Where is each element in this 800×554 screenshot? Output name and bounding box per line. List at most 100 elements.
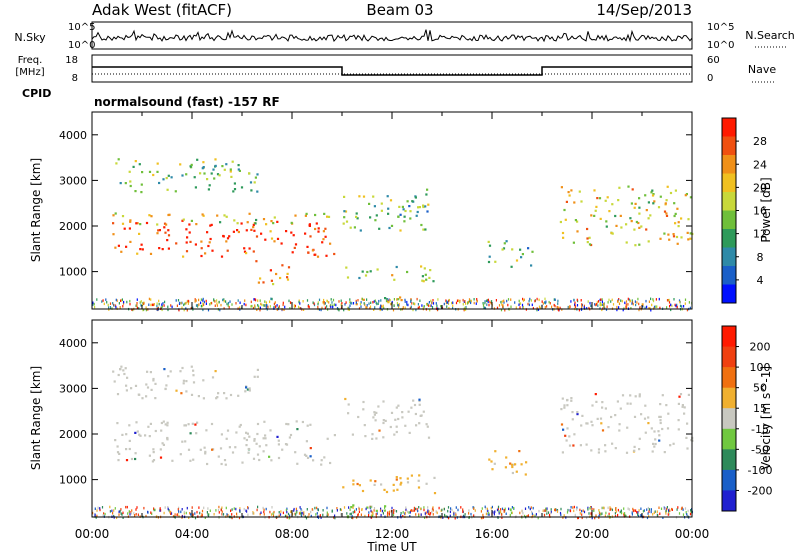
- noise-point: [577, 516, 579, 520]
- noise-point: [556, 509, 559, 512]
- noise-point: [647, 506, 649, 510]
- noise-point: [96, 509, 98, 512]
- data-point: [128, 447, 131, 451]
- y-tick-label: 3000: [59, 382, 87, 395]
- data-point: [343, 210, 346, 213]
- data-point: [570, 399, 573, 402]
- data-point: [140, 183, 143, 186]
- colorbar-swatch: [722, 247, 736, 267]
- noise-point: [448, 516, 450, 520]
- noise-point: [428, 512, 430, 515]
- colorbar-tick-label: 50: [753, 382, 767, 395]
- noise-point: [177, 508, 179, 511]
- data-point: [129, 219, 132, 222]
- data-point: [233, 219, 236, 222]
- noise-point: [429, 512, 432, 515]
- data-point: [425, 278, 428, 281]
- colorbar-tick-label: 15: [753, 402, 767, 415]
- data-point: [225, 240, 228, 243]
- noise-point: [186, 309, 188, 312]
- data-point: [421, 279, 424, 282]
- noise-point: [648, 307, 650, 310]
- data-point: [245, 431, 248, 434]
- noise-point: [440, 305, 442, 308]
- data-point: [366, 506, 369, 509]
- noise-point: [276, 304, 278, 307]
- noise-point: [160, 509, 162, 512]
- data-point: [245, 252, 248, 255]
- noise-point: [303, 513, 305, 516]
- noise-point: [631, 511, 633, 514]
- noise-point: [380, 299, 382, 302]
- noise-point: [549, 302, 551, 305]
- noise-point: [607, 301, 609, 304]
- data-point: [117, 459, 120, 462]
- data-point: [562, 236, 565, 239]
- data-point: [165, 384, 168, 387]
- data-point: [210, 422, 214, 426]
- data-point: [614, 214, 617, 218]
- noise-point: [276, 308, 278, 311]
- noise-point: [231, 303, 233, 306]
- data-point: [644, 431, 647, 434]
- data-point: [383, 488, 386, 491]
- data-point: [309, 235, 312, 238]
- data-point: [599, 417, 603, 420]
- noise-point: [298, 299, 300, 302]
- noise-point: [118, 510, 120, 514]
- data-point: [312, 459, 315, 462]
- noise-point: [530, 299, 532, 302]
- data-point: [422, 204, 425, 207]
- noise-point: [192, 513, 194, 516]
- noise-point: [518, 303, 520, 306]
- noise-point: [170, 304, 172, 307]
- data-point: [361, 270, 364, 273]
- data-point: [200, 240, 203, 243]
- noise-point: [576, 304, 579, 307]
- noise-point: [187, 302, 189, 305]
- data-point: [640, 225, 643, 228]
- data-point: [228, 446, 231, 449]
- data-point: [621, 394, 625, 397]
- data-point: [364, 435, 367, 438]
- noise-point: [462, 508, 464, 511]
- data-point: [320, 459, 323, 462]
- noise-point: [203, 506, 205, 510]
- noise-point: [493, 511, 495, 514]
- data-point: [659, 237, 662, 240]
- data-point: [285, 230, 288, 233]
- noise-point: [642, 303, 644, 306]
- data-point: [625, 223, 628, 226]
- noise-point: [631, 302, 633, 305]
- noise-point: [188, 516, 190, 519]
- data-point: [161, 248, 164, 251]
- noise-point: [400, 514, 402, 517]
- data-point: [134, 190, 137, 193]
- noise-point: [570, 506, 572, 509]
- noise-point: [298, 512, 301, 515]
- noise-point: [259, 308, 261, 312]
- noise-point: [250, 305, 252, 308]
- data-point: [257, 281, 260, 284]
- noise-point: [598, 516, 600, 519]
- data-point: [667, 412, 670, 415]
- data-point: [258, 458, 261, 462]
- data-point: [618, 186, 621, 189]
- noise-point: [640, 507, 642, 510]
- beam-title: Beam 03: [366, 1, 433, 19]
- noise-point: [465, 306, 467, 309]
- noise-point: [148, 303, 150, 306]
- noise-point: [417, 509, 419, 513]
- noise-point: [118, 513, 120, 516]
- noise-point: [601, 506, 603, 510]
- noise-point: [164, 300, 166, 304]
- noise-point: [351, 302, 353, 305]
- noise-point: [665, 509, 667, 513]
- noise-point: [595, 514, 597, 517]
- data-point: [291, 251, 294, 254]
- data-point: [181, 366, 184, 370]
- noise-point: [655, 298, 657, 301]
- noise-point: [409, 511, 411, 514]
- data-point: [604, 444, 607, 447]
